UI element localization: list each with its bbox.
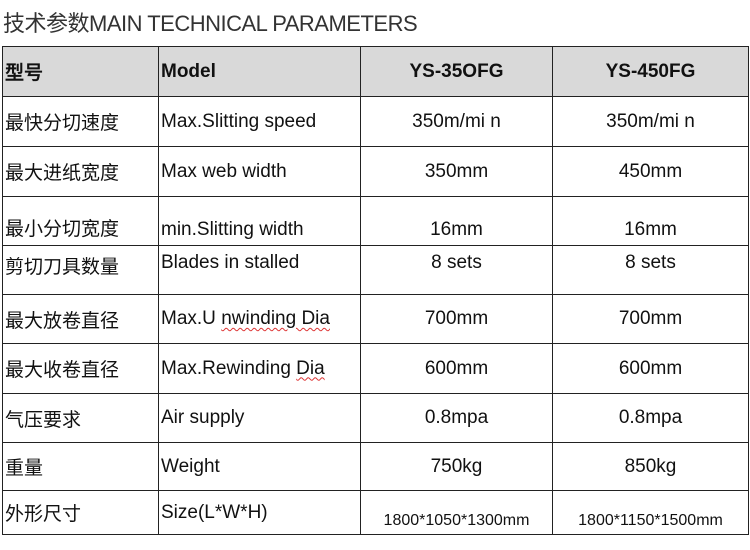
row-cn: 最大收卷直径: [2, 343, 159, 394]
row-en: Max web width: [158, 146, 361, 197]
row-model-2: 700mm: [552, 294, 749, 344]
table-row: 气压要求 Air supply 0.8mpa 0.8mpa: [2, 393, 749, 443]
row-en: Air supply: [158, 393, 361, 443]
row-model-2: 16mm: [552, 196, 749, 246]
row-en: Max.Slitting speed: [158, 96, 361, 147]
row-cn: 剪切刀具数量: [2, 245, 159, 295]
table-row: 最大进纸宽度 Max web width 350mm 450mm: [2, 146, 749, 197]
table-row: 剪切刀具数量 Blades in stalled 8 sets 8 sets: [2, 245, 749, 295]
row-model-2: 450mm: [552, 146, 749, 197]
row-model-2: 8 sets: [552, 245, 749, 295]
row-model-2: 600mm: [552, 343, 749, 394]
row-model-1: 600mm: [360, 343, 553, 394]
row-cn: 最小分切宽度: [2, 196, 159, 246]
header-model-2: YS-450FG: [552, 46, 749, 97]
row-model-2: 0.8mpa: [552, 393, 749, 443]
row-en: Weight: [158, 442, 361, 491]
header-en: Model: [158, 46, 361, 97]
row-model-1: 16mm: [360, 196, 553, 246]
table-row: 最大放卷直径 Max.U nwinding Dia 700mm 700mm: [2, 294, 749, 344]
row-cn: 最大进纸宽度: [2, 146, 159, 197]
row-model-1: 1800*1050*1300mm: [360, 490, 553, 535]
table-row: 最小分切宽度 min.Slitting width 16mm 16mm: [2, 196, 749, 246]
table-row: 重量 Weight 750kg 850kg: [2, 442, 749, 491]
header-cn: 型号: [2, 46, 159, 97]
row-cn: 最快分切速度: [2, 96, 159, 147]
row-en: min.Slitting width: [158, 196, 361, 246]
row-cn: 气压要求: [2, 393, 159, 443]
row-model-2: 850kg: [552, 442, 749, 491]
row-en-part: Max.U: [161, 308, 222, 329]
table-row: 最快分切速度 Max.Slitting speed 350m/mi n 350m…: [2, 96, 749, 147]
row-cn: 最大放卷直径: [2, 294, 159, 344]
row-model-1: 700mm: [360, 294, 553, 344]
table-row: 最大收卷直径 Max.Rewinding Dia 600mm 600mm: [2, 343, 749, 394]
row-model-1: 750kg: [360, 442, 553, 491]
row-en-part-spellcheck: Dia: [296, 357, 325, 379]
page-title: 技术参数MAIN TECHNICAL PARAMETERS: [3, 11, 418, 36]
row-en-part-spellcheck: nwinding Dia: [221, 308, 330, 329]
row-model-2: 350m/mi n: [552, 96, 749, 147]
row-model-1: 350mm: [360, 146, 553, 197]
row-en: Max.Rewinding Dia: [158, 343, 361, 394]
row-en-part: Max.Rewinding: [161, 357, 297, 379]
row-model-1: 0.8mpa: [360, 393, 553, 443]
row-en: Max.U nwinding Dia: [158, 294, 361, 344]
parameters-table: 型号 Model YS-35OFG YS-450FG 最快分切速度 Max.Sl…: [2, 46, 749, 535]
row-cn: 重量: [2, 442, 159, 491]
table-header-row: 型号 Model YS-35OFG YS-450FG: [2, 46, 749, 97]
header-model-1: YS-35OFG: [360, 46, 553, 97]
row-en: Blades in stalled: [158, 245, 361, 295]
row-cn: 外形尺寸: [2, 490, 159, 535]
row-model-1: 8 sets: [360, 245, 553, 295]
row-model-1: 350m/mi n: [360, 96, 553, 147]
table-row: 外形尺寸 Size(L*W*H) 1800*1050*1300mm 1800*1…: [2, 490, 749, 535]
row-en: Size(L*W*H): [158, 490, 361, 535]
row-model-2: 1800*1150*1500mm: [552, 490, 749, 535]
